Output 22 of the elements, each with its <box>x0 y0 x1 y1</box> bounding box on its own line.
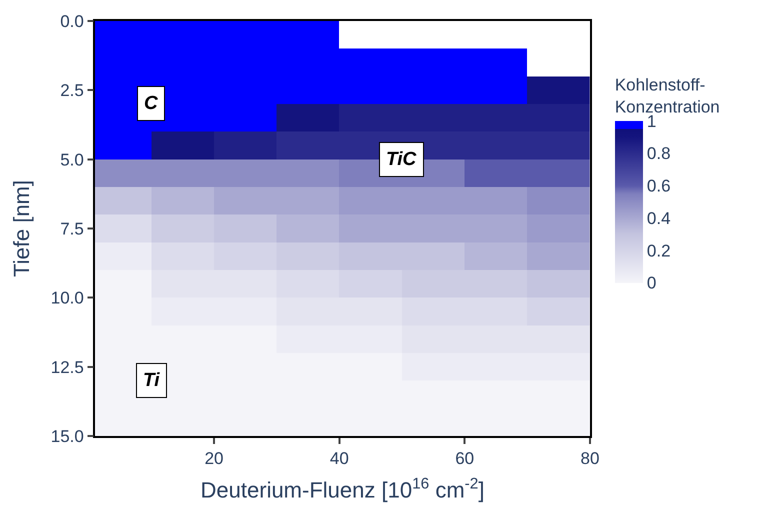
x-tick-label: 40 <box>330 449 349 468</box>
x-axis-title: Deuterium-Fluenz [10$^{16}$ cm$^{-2}$] <box>200 475 484 503</box>
annotation: C <box>144 93 158 114</box>
color-bar-label: 0.8 <box>646 144 671 164</box>
y-tick-label: 5.0 <box>60 150 84 170</box>
color-bar-label: 0.4 <box>646 208 671 228</box>
y-tick-label: 10.0 <box>50 288 84 308</box>
y-tick-label: 7.5 <box>60 219 84 238</box>
y-tick-label: 15.0 <box>50 426 84 446</box>
y-tick-label: 2.5 <box>60 81 84 100</box>
color-bar-label: 0.6 <box>646 176 671 196</box>
x-tick-label: 80 <box>580 449 600 468</box>
x-tick-label: 20 <box>204 449 224 468</box>
color-bar-label: 0.2 <box>646 241 671 260</box>
color-bar-label: 0 <box>646 274 656 293</box>
x-tick-label: 60 <box>455 449 474 468</box>
y-axis-title: Tiefe [nm] <box>9 180 34 277</box>
annotation: TiC <box>386 149 417 170</box>
annotation: Ti <box>143 370 160 391</box>
color-bar-label: 1 <box>646 112 656 131</box>
y-tick-label: 12.5 <box>50 358 84 377</box>
y-tick-label: 0.0 <box>60 12 84 31</box>
